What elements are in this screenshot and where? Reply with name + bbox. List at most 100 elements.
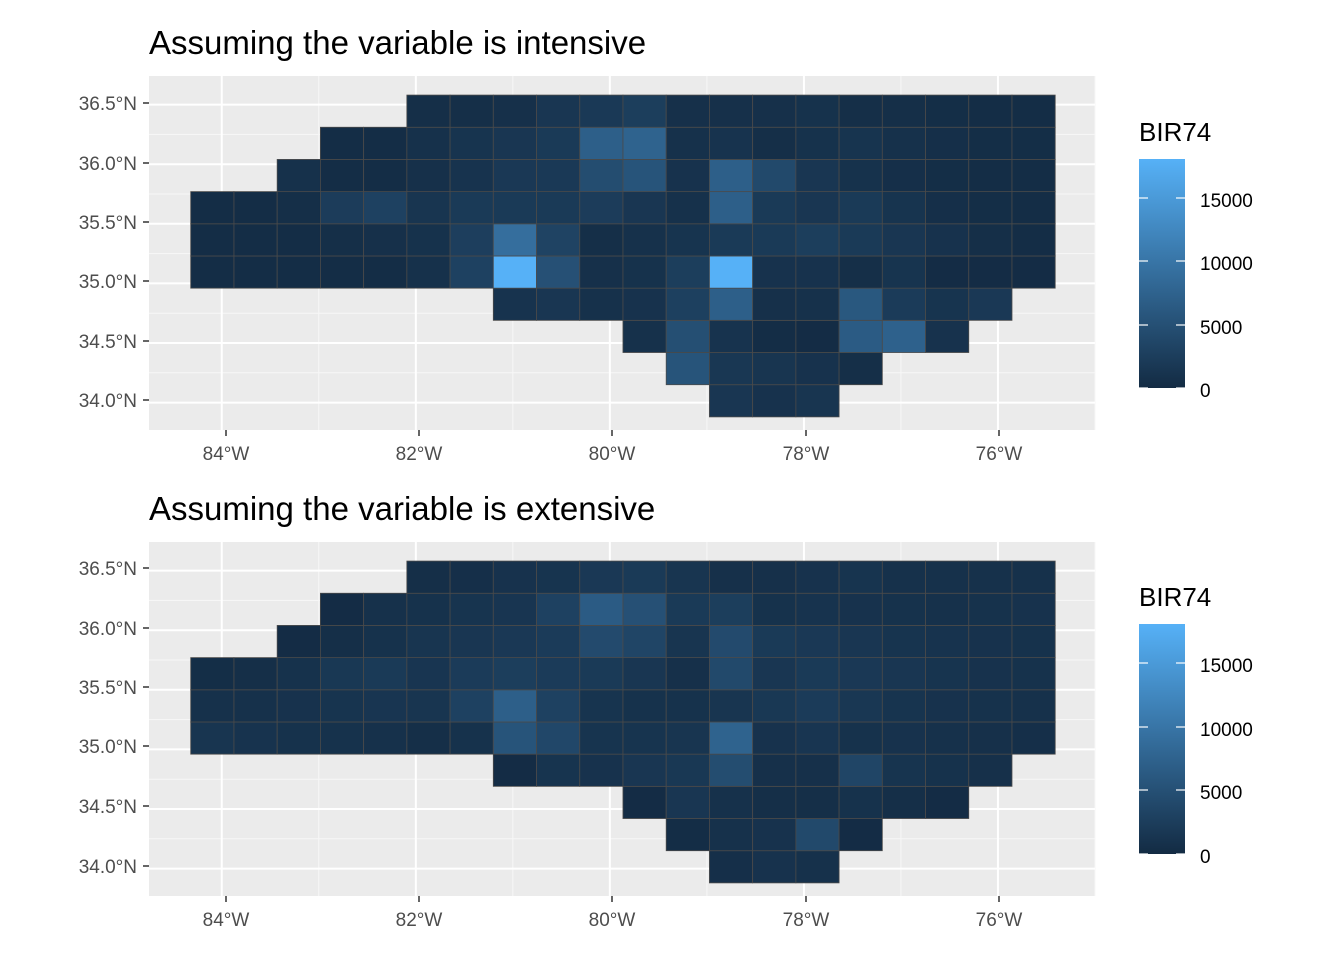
map-cell	[968, 191, 1013, 225]
y-tick-label: 34.0°N	[79, 391, 137, 412]
map-cell	[622, 753, 667, 787]
legend-tick-5000: 5000	[1139, 783, 1242, 804]
map-cell	[1011, 592, 1056, 626]
y-tick-35-0: 35.0°N	[79, 737, 149, 758]
legend-tick-5000: 5000	[1139, 318, 1242, 339]
y-tick-35-5: 35.5°N	[79, 678, 149, 699]
map-cell	[449, 126, 494, 160]
map-cell	[665, 287, 710, 321]
map-cell	[665, 657, 710, 691]
map-cell	[363, 191, 408, 225]
x-tick-82: 82°W	[396, 896, 442, 931]
map-cell	[276, 159, 321, 193]
y-tick-34-0: 34.0°N	[79, 391, 149, 412]
legend-title: BIR74	[1139, 582, 1211, 612]
legend-label: 5000	[1200, 318, 1242, 339]
y-tick-36-0: 36.0°N	[79, 154, 149, 175]
map-cell	[233, 191, 278, 225]
map-cell	[492, 287, 537, 321]
y-tick-label: 36.5°N	[79, 559, 137, 580]
map-cell	[536, 657, 581, 691]
legend-tick-10000: 10000	[1139, 720, 1253, 741]
map-cell	[406, 191, 451, 225]
map-cell	[276, 191, 321, 225]
map-cell	[838, 721, 883, 755]
legend-label: 15000	[1200, 191, 1253, 212]
map-cell	[881, 94, 926, 128]
map-cell	[838, 753, 883, 787]
chart-panel-intensive: Assuming the variable is intensive 84°W …	[79, 24, 1253, 465]
x-tick-label: 82°W	[396, 444, 443, 465]
y-tick-label: 36.0°N	[79, 619, 137, 640]
legend-tick-0: 0	[1139, 847, 1211, 868]
map-cell	[1011, 560, 1056, 594]
map-cell	[276, 721, 321, 755]
map-cell	[838, 592, 883, 626]
x-tick-label: 84°W	[203, 910, 250, 931]
map-cell	[795, 126, 840, 160]
map-cell	[795, 191, 840, 225]
map-cell	[881, 721, 926, 755]
map-cell	[665, 319, 710, 353]
map-cell	[492, 689, 537, 723]
map-cell	[233, 721, 278, 755]
legend-tick-15000: 15000	[1139, 656, 1253, 677]
legend-colorbar	[1139, 624, 1185, 854]
map-cell	[838, 287, 883, 321]
map-cell	[925, 657, 970, 691]
map-cell	[622, 159, 667, 193]
map-cell	[1011, 223, 1056, 257]
legend-tick-10000: 10000	[1139, 254, 1253, 275]
map-cell	[709, 657, 754, 691]
map-cell	[881, 657, 926, 691]
map-cell	[1011, 159, 1056, 193]
legend-label: 10000	[1200, 720, 1253, 741]
x-tick-78: 78°W	[783, 430, 829, 465]
map-cell	[709, 255, 754, 289]
map-cell	[881, 287, 926, 321]
map-cell	[622, 560, 667, 594]
map-cell	[665, 159, 710, 193]
map-cell	[752, 191, 797, 225]
map-cell	[752, 255, 797, 289]
map-cell	[536, 721, 581, 755]
map-cell	[536, 191, 581, 225]
y-tick-label: 34.5°N	[79, 332, 137, 353]
map-cell	[536, 689, 581, 723]
map-cell	[190, 689, 235, 723]
map-cell	[925, 319, 970, 353]
map-cell	[622, 255, 667, 289]
map-cell	[709, 126, 754, 160]
map-cell	[925, 721, 970, 755]
map-cell	[579, 592, 624, 626]
map-cell	[838, 223, 883, 257]
map-cell	[838, 94, 883, 128]
map-cell	[1011, 625, 1056, 659]
map-cell	[968, 625, 1013, 659]
map-cell	[579, 223, 624, 257]
map-cell	[838, 319, 883, 353]
map-cell	[795, 223, 840, 257]
map-cell	[665, 223, 710, 257]
map-cell	[363, 126, 408, 160]
map-cell	[881, 255, 926, 289]
legend-title: BIR74	[1139, 117, 1211, 147]
map-cell	[579, 721, 624, 755]
map-cell	[968, 592, 1013, 626]
map-cell	[449, 191, 494, 225]
map-cell	[968, 94, 1013, 128]
map-cell	[925, 159, 970, 193]
map-cell	[449, 625, 494, 659]
map-cell	[665, 352, 710, 386]
map-cell	[752, 785, 797, 819]
map-cell	[622, 785, 667, 819]
map-cell	[406, 689, 451, 723]
map-cell	[449, 721, 494, 755]
map-cell	[622, 592, 667, 626]
map-cell	[838, 352, 883, 386]
y-tick-label: 35.5°N	[79, 213, 137, 234]
x-tick-label: 76°W	[976, 910, 1023, 931]
map-cell	[622, 191, 667, 225]
map-cell	[709, 287, 754, 321]
